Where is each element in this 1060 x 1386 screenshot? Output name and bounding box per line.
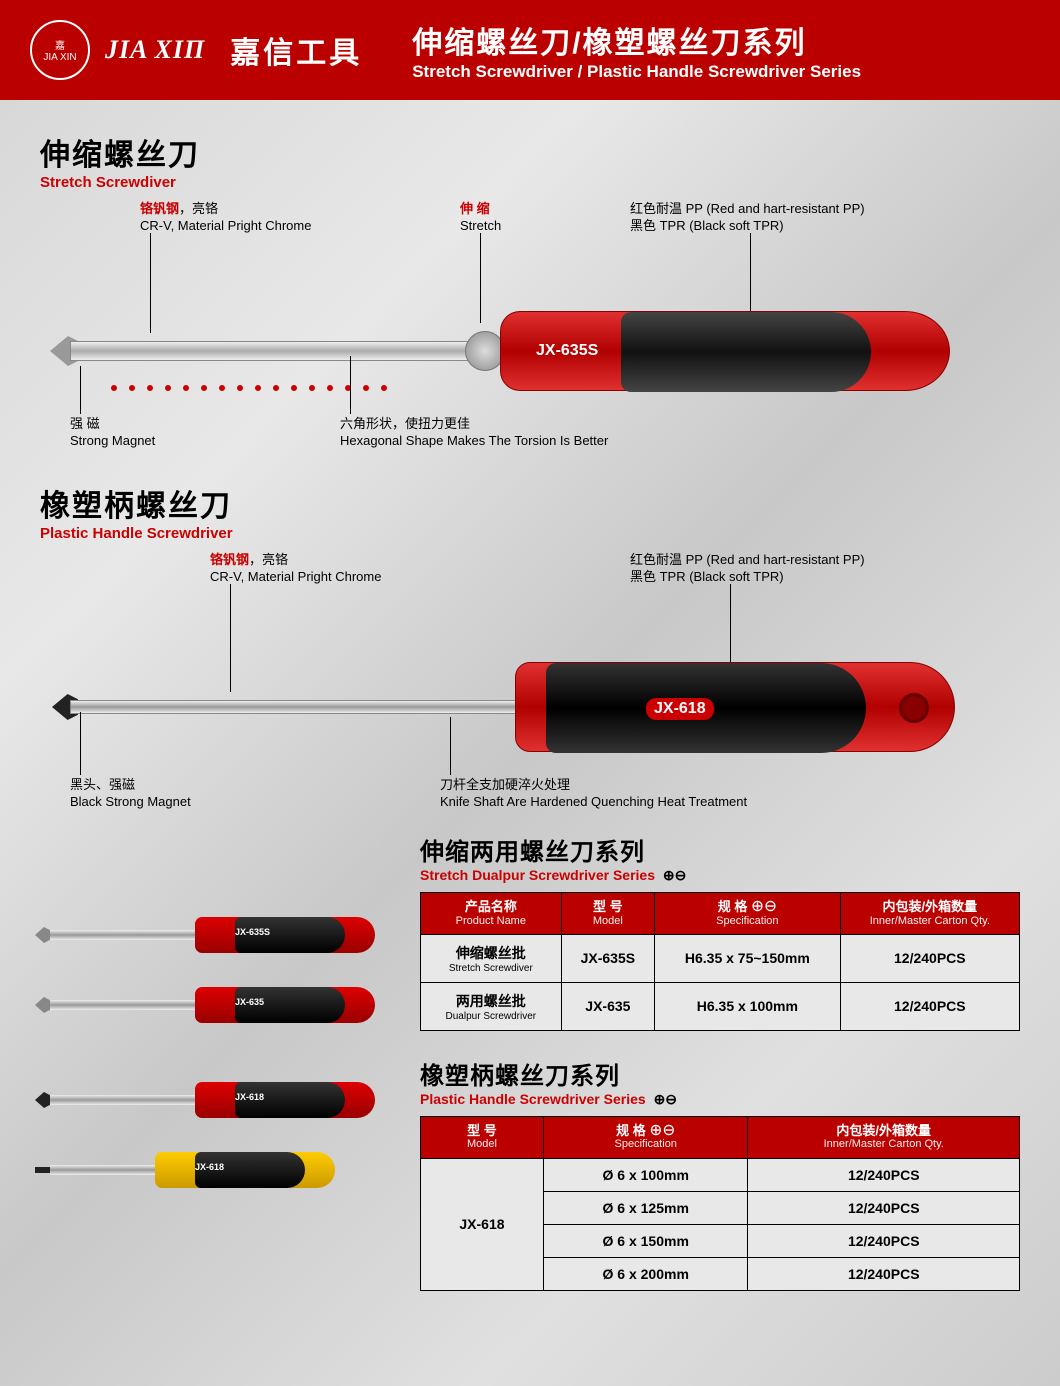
callout-shaft-618: 刀杆全支加硬淬火处理 Knife Shaft Are Hardened Quen… bbox=[440, 777, 747, 811]
section1-title: 伸缩螺丝刀 Stretch Screwdiver bbox=[40, 130, 1020, 191]
table1-title: 伸缩两用螺丝刀系列 Stretch Dualpur Screwdriver Se… bbox=[420, 832, 1020, 884]
table2: 型 号Model 规 格 ⊕⊖Specification 内包装/外箱数量Inn… bbox=[420, 1116, 1020, 1291]
diagram-635s: 铬钒钢，亮铬 CR-V, Material Pright Chrome 伸 缩 … bbox=[40, 201, 1020, 461]
cell-model: JX-618 bbox=[421, 1158, 544, 1290]
thumbnail-column: JX-635S JX-635 JX-618 JX-618 bbox=[40, 832, 420, 1316]
handle: JX-618 bbox=[515, 662, 955, 752]
cell-spec: Ø 6 x 150mm bbox=[543, 1224, 748, 1257]
section2-title: 橡塑柄螺丝刀 Plastic Handle Screwdriver bbox=[40, 481, 1020, 542]
thumb-label: JX-635 bbox=[235, 997, 264, 1007]
phillips-flat-icon: ⊕⊖ bbox=[663, 867, 686, 883]
th-model: 型 号Model bbox=[561, 893, 654, 935]
thumb-shaft bbox=[50, 1165, 160, 1175]
screwdriver-618-illustration: JX-618 bbox=[70, 662, 950, 752]
diagram-618: 铬钒钢，亮铬 CR-V, Material Pright Chrome 红色耐温… bbox=[40, 552, 1020, 812]
shaft-dots bbox=[111, 378, 451, 386]
callout-pp: 红色耐温 PP (Red and hart-resistant PP) 黑色 T… bbox=[630, 201, 865, 235]
screwdriver-635s-illustration: JX-635S bbox=[70, 311, 950, 391]
page-header: 嘉JIA XIN JIA XIΠ 嘉信工具 伸缩螺丝刀/橡塑螺丝刀系列 Stre… bbox=[0, 0, 1060, 100]
thumb-shaft bbox=[50, 1000, 200, 1010]
callout-stretch: 伸 缩 Stretch bbox=[460, 201, 501, 235]
callout-pp-618: 红色耐温 PP (Red and hart-resistant PP) 黑色 T… bbox=[630, 552, 865, 586]
brand-logo-icon: 嘉JIA XIN bbox=[30, 20, 90, 80]
table-row: 两用螺丝批Dualpur Screwdriver JX-635 H6.35 x … bbox=[421, 982, 1020, 1030]
callout-magnet: 强 磁 Strong Magnet bbox=[70, 416, 155, 450]
header-title-cn: 伸缩螺丝刀/橡塑螺丝刀系列 bbox=[412, 18, 861, 62]
callout-crv-618: 铬钒钢，亮铬 CR-V, Material Pright Chrome bbox=[210, 552, 381, 586]
cell-qty: 12/240PCS bbox=[748, 1224, 1020, 1257]
bottom-section: JX-635S JX-635 JX-618 JX-618 bbox=[40, 832, 1020, 1316]
tables-column: 伸缩两用螺丝刀系列 Stretch Dualpur Screwdriver Se… bbox=[420, 832, 1020, 1316]
handle-grip bbox=[621, 312, 871, 392]
thumb-label: JX-635S bbox=[235, 927, 270, 937]
table1-title-cn: 伸缩两用螺丝刀系列 bbox=[420, 832, 1020, 867]
header-title: 伸缩螺丝刀/橡塑螺丝刀系列 Stretch Screwdriver / Plas… bbox=[412, 18, 861, 82]
callout-crv: 铬钒钢，亮铬 CR-V, Material Pright Chrome bbox=[140, 201, 311, 235]
callout-hex: 六角形状，使扭力更佳 Hexagonal Shape Makes The Tor… bbox=[340, 416, 608, 450]
thumb-618-flat: JX-618 bbox=[40, 1147, 400, 1192]
table2-title: 橡塑柄螺丝刀系列 Plastic Handle Screwdriver Seri… bbox=[420, 1056, 1020, 1108]
th-qty: 内包装/外箱数量Inner/Master Carton Qty. bbox=[840, 893, 1019, 935]
table1: 产品名称Product Name 型 号Model 规 格 ⊕⊖Specific… bbox=[420, 892, 1020, 1031]
th-product-name: 产品名称Product Name bbox=[421, 893, 562, 935]
shaft bbox=[70, 341, 470, 361]
brand-name-en: JIA XIΠ bbox=[105, 35, 205, 65]
cell-qty: 12/240PCS bbox=[840, 982, 1019, 1030]
thumb-handle bbox=[195, 917, 375, 953]
cell-spec: Ø 6 x 100mm bbox=[543, 1158, 748, 1191]
table-header-row: 型 号Model 规 格 ⊕⊖Specification 内包装/外箱数量Inn… bbox=[421, 1116, 1020, 1158]
cell-qty: 12/240PCS bbox=[840, 934, 1019, 982]
brand-name-cn: 嘉信工具 bbox=[230, 28, 362, 72]
cell-qty: 12/240PCS bbox=[748, 1257, 1020, 1290]
section2-title-en: Plastic Handle Screwdriver bbox=[40, 525, 1020, 542]
cell-spec: Ø 6 x 200mm bbox=[543, 1257, 748, 1290]
handle-model-label: JX-635S bbox=[536, 342, 598, 360]
section1-title-cn: 伸缩螺丝刀 bbox=[40, 130, 1020, 174]
table2-title-en: Plastic Handle Screwdriver Series ⊕⊖ bbox=[420, 1091, 1020, 1108]
cell-spec: H6.35 x 75~150mm bbox=[655, 934, 841, 982]
cell-name: 伸缩螺丝批Stretch Screwdiver bbox=[421, 934, 562, 982]
table2-title-cn: 橡塑柄螺丝刀系列 bbox=[420, 1056, 1020, 1091]
phillips-flat-icon: ⊕⊖ bbox=[654, 1091, 677, 1107]
section2-title-cn: 橡塑柄螺丝刀 bbox=[40, 481, 1020, 525]
thumb-label: JX-618 bbox=[195, 1162, 224, 1172]
th-qty: 内包装/外箱数量Inner/Master Carton Qty. bbox=[748, 1116, 1020, 1158]
table-row: JX-618 Ø 6 x 100mm 12/240PCS bbox=[421, 1158, 1020, 1191]
cell-name: 两用螺丝批Dualpur Screwdriver bbox=[421, 982, 562, 1030]
collar bbox=[465, 331, 505, 371]
table-header-row: 产品名称Product Name 型 号Model 规 格 ⊕⊖Specific… bbox=[421, 893, 1020, 935]
cell-qty: 12/240PCS bbox=[748, 1158, 1020, 1191]
shaft bbox=[70, 700, 520, 714]
cell-model: JX-635 bbox=[561, 982, 654, 1030]
logo-sub: JIA XIN bbox=[43, 52, 76, 63]
handle-hole-icon bbox=[899, 693, 929, 723]
thumb-label: JX-618 bbox=[235, 1092, 264, 1102]
thumb-635: JX-635 bbox=[40, 982, 400, 1027]
logo-text: 嘉 bbox=[55, 41, 65, 52]
handle-model-label: JX-618 bbox=[646, 698, 714, 720]
thumb-handle bbox=[195, 987, 375, 1023]
thumb-shaft bbox=[50, 930, 200, 940]
cell-qty: 12/240PCS bbox=[748, 1191, 1020, 1224]
thumb-handle bbox=[195, 1082, 375, 1118]
table-row: 伸缩螺丝批Stretch Screwdiver JX-635S H6.35 x … bbox=[421, 934, 1020, 982]
thumb-shaft bbox=[50, 1095, 200, 1105]
handle: JX-635S bbox=[500, 311, 950, 391]
th-spec: 规 格 ⊕⊖Specification bbox=[543, 1116, 748, 1158]
page-body: 伸缩螺丝刀 Stretch Screwdiver 铬钒钢，亮铬 CR-V, Ma… bbox=[0, 100, 1060, 1386]
section1-title-en: Stretch Screwdiver bbox=[40, 174, 1020, 191]
thumb-618-cross: JX-618 bbox=[40, 1077, 400, 1122]
callout-magnet-618: 黑头、强磁 Black Strong Magnet bbox=[70, 777, 191, 811]
table1-title-en: Stretch Dualpur Screwdriver Series ⊕⊖ bbox=[420, 867, 1020, 884]
thumb-handle bbox=[155, 1152, 335, 1188]
header-title-en: Stretch Screwdriver / Plastic Handle Scr… bbox=[412, 62, 861, 82]
th-model: 型 号Model bbox=[421, 1116, 544, 1158]
cell-spec: H6.35 x 100mm bbox=[655, 982, 841, 1030]
cell-model: JX-635S bbox=[561, 934, 654, 982]
thumb-635s: JX-635S bbox=[40, 912, 400, 957]
cell-spec: Ø 6 x 125mm bbox=[543, 1191, 748, 1224]
th-spec: 规 格 ⊕⊖Specification bbox=[655, 893, 841, 935]
